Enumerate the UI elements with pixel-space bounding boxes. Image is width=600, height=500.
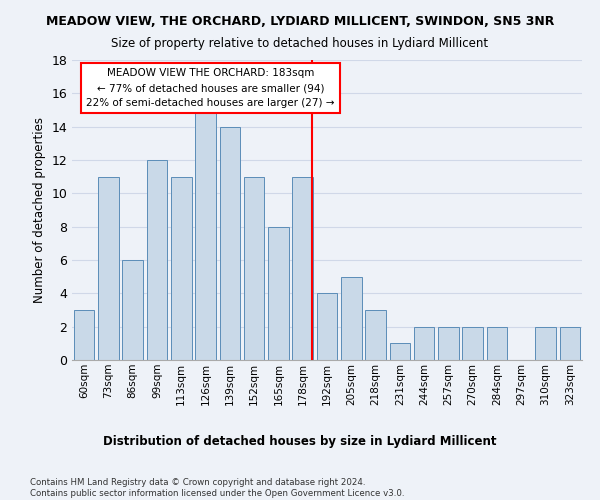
Text: Contains HM Land Registry data © Crown copyright and database right 2024.
Contai: Contains HM Land Registry data © Crown c… bbox=[30, 478, 404, 498]
Bar bbox=[292, 176, 313, 360]
Bar bbox=[535, 326, 556, 360]
Bar bbox=[341, 276, 362, 360]
Bar bbox=[317, 294, 337, 360]
Bar bbox=[122, 260, 143, 360]
Bar bbox=[171, 176, 191, 360]
Bar bbox=[389, 344, 410, 360]
Y-axis label: Number of detached properties: Number of detached properties bbox=[33, 117, 46, 303]
Bar bbox=[220, 126, 240, 360]
Bar bbox=[560, 326, 580, 360]
Text: MEADOW VIEW, THE ORCHARD, LYDIARD MILLICENT, SWINDON, SN5 3NR: MEADOW VIEW, THE ORCHARD, LYDIARD MILLIC… bbox=[46, 15, 554, 28]
Bar bbox=[438, 326, 459, 360]
Text: Size of property relative to detached houses in Lydiard Millicent: Size of property relative to detached ho… bbox=[112, 38, 488, 51]
Bar bbox=[365, 310, 386, 360]
Bar bbox=[487, 326, 508, 360]
Bar bbox=[414, 326, 434, 360]
Bar bbox=[146, 160, 167, 360]
Text: MEADOW VIEW THE ORCHARD: 183sqm
← 77% of detached houses are smaller (94)
22% of: MEADOW VIEW THE ORCHARD: 183sqm ← 77% of… bbox=[86, 68, 335, 108]
Bar bbox=[244, 176, 265, 360]
Bar bbox=[98, 176, 119, 360]
Bar bbox=[268, 226, 289, 360]
Bar bbox=[195, 110, 216, 360]
Bar bbox=[463, 326, 483, 360]
Text: Distribution of detached houses by size in Lydiard Millicent: Distribution of detached houses by size … bbox=[103, 435, 497, 448]
Bar bbox=[74, 310, 94, 360]
